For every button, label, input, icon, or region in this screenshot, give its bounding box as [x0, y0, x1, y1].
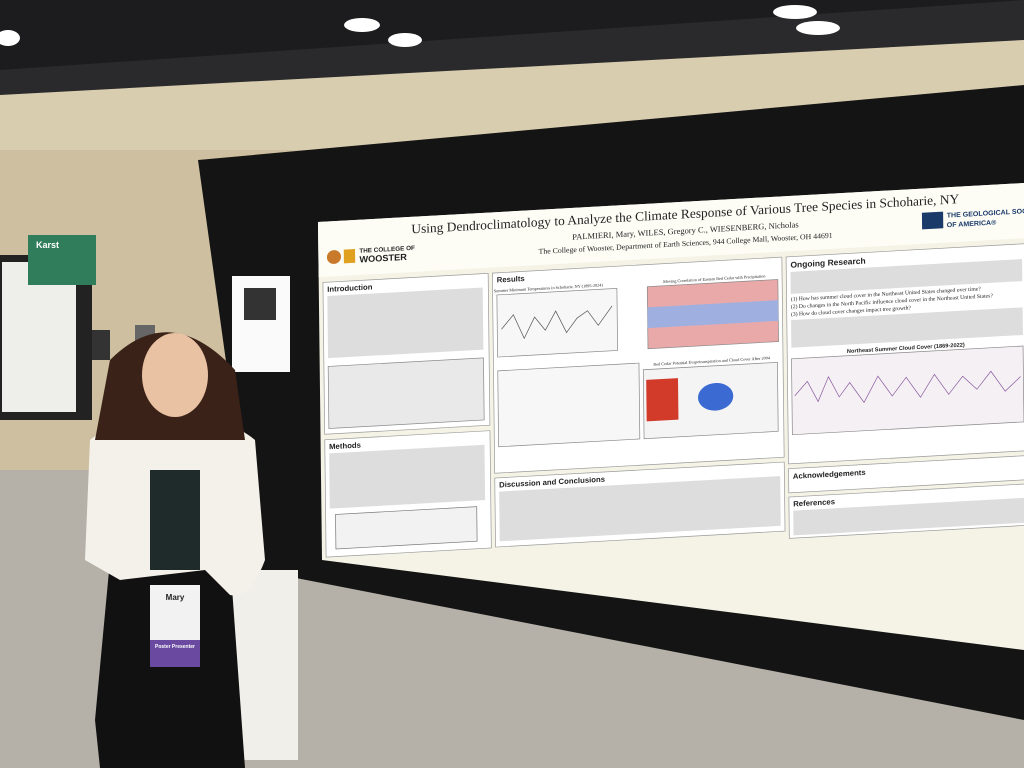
- face: [142, 333, 208, 417]
- section-heading: Acknowledgements: [793, 468, 866, 481]
- sign: [28, 235, 96, 285]
- section-heading: References: [793, 497, 835, 508]
- panel: [788, 455, 1024, 494]
- map-region: [646, 378, 679, 422]
- qr-code: [244, 288, 276, 320]
- methods-table: [335, 506, 478, 550]
- figure-title: Summer Minimum Temperatures in Schoharie…: [494, 282, 604, 294]
- trash-bin: [92, 330, 110, 360]
- body-text: [329, 444, 486, 509]
- heatmap-band: [647, 300, 779, 329]
- top: [150, 470, 200, 570]
- badge-ribbon-text: Poster Presenter: [155, 644, 195, 650]
- gsa-mark: [921, 211, 944, 230]
- sign-text: Karst: [36, 240, 59, 250]
- college-logo-line: THE COLLEGE OF: [359, 245, 415, 255]
- figure-title: Red Cedar Potential Evapotranspiration a…: [653, 355, 771, 366]
- light: [796, 21, 840, 35]
- figure: [496, 287, 618, 358]
- bar-figures: [497, 362, 641, 448]
- college-logo-line: WOOSTER: [359, 252, 407, 265]
- college-w: [343, 248, 356, 264]
- figure-title: Moving Correlation of Eastern Red Cedar …: [663, 273, 766, 284]
- figure: [791, 345, 1024, 436]
- body-text: [790, 259, 1023, 294]
- map-region: [697, 382, 734, 411]
- section-heading: Methods: [329, 441, 361, 452]
- college-seal: [326, 250, 342, 264]
- body-text: [793, 497, 1024, 536]
- side-poster: [2, 262, 76, 412]
- section-heading: Ongoing Research: [790, 256, 865, 270]
- light: [388, 33, 422, 47]
- poster-content: Using Dendroclimatology to Analyze the C…: [318, 182, 1024, 558]
- section-heading: Results: [497, 274, 525, 284]
- light: [0, 30, 20, 46]
- figure-line: [501, 305, 613, 340]
- society-logo-line: OF AMERICA®: [947, 219, 997, 230]
- body-text: [499, 476, 781, 542]
- badge-ribbon: [150, 640, 200, 667]
- light: [344, 18, 380, 32]
- light: [773, 5, 817, 19]
- body-text: [327, 287, 484, 359]
- map-figure: [327, 357, 485, 429]
- figure-line: [794, 370, 1021, 404]
- body-text: [791, 307, 1023, 348]
- badge-name: Mary: [166, 593, 185, 602]
- section-heading: Introduction: [327, 282, 373, 293]
- poster-header: [318, 182, 1024, 278]
